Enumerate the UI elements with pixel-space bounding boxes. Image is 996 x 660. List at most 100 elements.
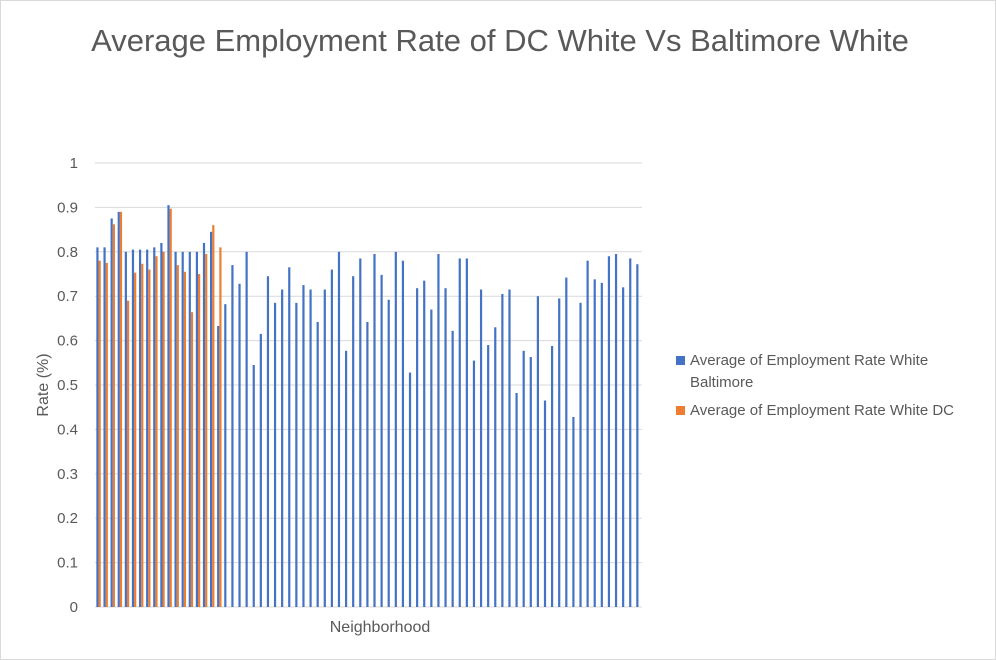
bar-baltimore[interactable] (444, 288, 447, 607)
bar-baltimore[interactable] (416, 288, 419, 607)
bar-baltimore[interactable] (153, 247, 156, 608)
bar-baltimore[interactable] (224, 304, 227, 607)
bar-baltimore[interactable] (259, 333, 262, 607)
bar-baltimore[interactable] (96, 247, 99, 608)
bar-dc[interactable] (148, 269, 151, 607)
bar-baltimore[interactable] (522, 350, 525, 607)
bar-dc[interactable] (190, 312, 194, 607)
bar-baltimore[interactable] (458, 258, 461, 607)
bar-dc[interactable] (198, 274, 201, 607)
legend-swatch-baltimore (676, 356, 685, 365)
bar-baltimore[interactable] (202, 242, 206, 608)
bar-baltimore[interactable] (408, 372, 412, 607)
bar-baltimore[interactable] (309, 289, 312, 607)
bar-baltimore[interactable] (373, 254, 376, 607)
bar-dc[interactable] (141, 263, 144, 607)
bar-baltimore[interactable] (217, 325, 220, 607)
bar-baltimore[interactable] (245, 251, 248, 608)
bar-baltimore[interactable] (401, 260, 405, 607)
bar-baltimore[interactable] (359, 258, 362, 607)
bar-baltimore[interactable] (472, 360, 476, 607)
bar-baltimore[interactable] (273, 302, 277, 607)
bar-dc[interactable] (205, 254, 208, 607)
bar-baltimore[interactable] (622, 287, 625, 607)
bar-baltimore[interactable] (302, 285, 305, 607)
bar-baltimore[interactable] (430, 309, 433, 607)
bar-baltimore[interactable] (565, 277, 568, 607)
bar-baltimore[interactable] (579, 302, 582, 607)
bar-baltimore[interactable] (593, 279, 596, 607)
bar-baltimore[interactable] (266, 276, 270, 607)
bar-dc[interactable] (183, 271, 186, 607)
bar-baltimore[interactable] (423, 280, 426, 607)
y-tick-label: 0.2 (57, 510, 78, 527)
bar-baltimore[interactable] (614, 254, 618, 607)
bar-baltimore[interactable] (586, 260, 589, 607)
bar-baltimore[interactable] (160, 242, 163, 608)
bar-baltimore[interactable] (437, 254, 440, 607)
bar-baltimore[interactable] (330, 269, 333, 607)
bar-dc[interactable] (169, 208, 172, 608)
bar-baltimore[interactable] (238, 283, 241, 607)
bar-baltimore[interactable] (515, 392, 518, 607)
bar-baltimore[interactable] (138, 249, 142, 607)
bar-baltimore[interactable] (252, 365, 255, 607)
bar-dc[interactable] (212, 225, 215, 607)
bar-dc[interactable] (126, 300, 130, 607)
bar-baltimore[interactable] (387, 299, 390, 607)
bar-baltimore[interactable] (494, 327, 497, 607)
bar-baltimore[interactable] (352, 276, 355, 607)
bar-baltimore[interactable] (288, 267, 291, 607)
bar-baltimore[interactable] (600, 282, 603, 607)
bar-baltimore[interactable] (110, 218, 113, 608)
bar-baltimore[interactable] (629, 258, 632, 607)
bar-baltimore[interactable] (103, 247, 106, 608)
bar-dc[interactable] (119, 211, 123, 607)
bar-baltimore[interactable] (210, 231, 213, 607)
bar-baltimore[interactable] (508, 289, 511, 607)
bar-baltimore[interactable] (487, 345, 490, 607)
bar-baltimore[interactable] (607, 256, 611, 607)
bar-baltimore[interactable] (124, 251, 127, 608)
bar-baltimore[interactable] (572, 416, 575, 607)
legend-item-dc[interactable]: Average of Employment Rate White DC (676, 400, 986, 422)
bar-baltimore[interactable] (551, 345, 554, 607)
bar-baltimore[interactable] (543, 400, 547, 607)
bar-dc[interactable] (98, 260, 101, 607)
bar-dc[interactable] (162, 251, 165, 608)
legend-item-baltimore[interactable]: Average of Employment Rate White Baltimo… (676, 350, 986, 394)
bar-baltimore[interactable] (167, 205, 170, 607)
bar-baltimore[interactable] (131, 249, 135, 607)
bar-baltimore[interactable] (316, 321, 319, 607)
bar-baltimore[interactable] (451, 330, 454, 607)
bar-baltimore[interactable] (636, 264, 639, 607)
bar-baltimore[interactable] (281, 289, 284, 607)
bar-baltimore[interactable] (344, 350, 348, 607)
bar-baltimore[interactable] (479, 289, 483, 607)
bar-baltimore[interactable] (181, 251, 184, 608)
bar-baltimore[interactable] (501, 293, 504, 607)
bar-baltimore[interactable] (465, 258, 468, 607)
bar-baltimore[interactable] (195, 251, 199, 608)
bar-dc[interactable] (155, 256, 158, 607)
bar-baltimore[interactable] (231, 265, 234, 607)
bar-baltimore[interactable] (536, 296, 539, 607)
bar-dc[interactable] (219, 247, 222, 608)
bar-baltimore[interactable] (174, 251, 177, 608)
bar-baltimore[interactable] (295, 302, 298, 607)
bar-baltimore[interactable] (366, 321, 369, 607)
bar-baltimore[interactable] (117, 211, 120, 607)
bar-baltimore[interactable] (188, 251, 191, 608)
bar-dc[interactable] (112, 224, 115, 607)
bar-baltimore[interactable] (323, 289, 326, 607)
bar-baltimore[interactable] (558, 298, 561, 607)
bar-baltimore[interactable] (394, 251, 397, 608)
bar-baltimore[interactable] (337, 251, 341, 608)
bar-dc[interactable] (105, 262, 108, 607)
legend-swatch-dc (676, 406, 685, 415)
bar-baltimore[interactable] (529, 357, 532, 607)
bar-baltimore[interactable] (380, 274, 383, 607)
bar-dc[interactable] (134, 272, 137, 607)
bar-baltimore[interactable] (146, 249, 149, 607)
bar-dc[interactable] (176, 265, 179, 607)
